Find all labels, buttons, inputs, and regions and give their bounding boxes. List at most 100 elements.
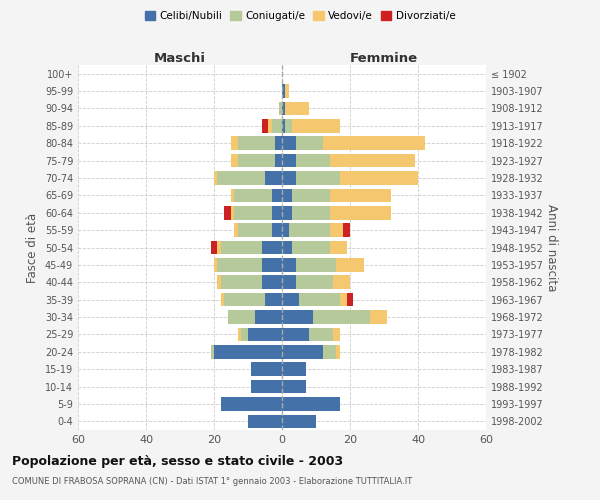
Bar [296,258,337,272]
Bar [211,240,217,254]
Bar [309,328,333,341]
Bar [282,119,286,132]
Bar [238,136,275,150]
Bar [255,310,282,324]
Bar [217,258,262,272]
Bar [248,328,282,341]
Bar [347,293,353,306]
Bar [262,276,282,289]
Bar [299,293,340,306]
Bar [278,102,282,115]
Bar [272,188,282,202]
Bar [282,206,292,220]
Bar [286,119,292,132]
Bar [296,276,333,289]
Bar [296,171,340,185]
Bar [221,293,224,306]
Bar [262,258,282,272]
Bar [224,206,231,220]
Bar [292,240,329,254]
Bar [337,258,364,272]
Bar [272,224,282,237]
Bar [235,206,272,220]
Bar [251,380,282,394]
Bar [329,206,391,220]
Bar [275,154,282,168]
Bar [282,258,296,272]
Legend: Celibi/Nubili, Coniugati/e, Vedovi/e, Divorziati/e: Celibi/Nubili, Coniugati/e, Vedovi/e, Di… [142,8,458,24]
Bar [231,154,238,168]
Bar [286,84,289,98]
Bar [313,310,370,324]
Bar [329,224,343,237]
Bar [272,206,282,220]
Bar [217,276,221,289]
Bar [224,293,265,306]
Bar [282,171,296,185]
Bar [282,102,286,115]
Bar [282,293,299,306]
Bar [296,136,323,150]
Bar [214,345,282,358]
Bar [231,188,235,202]
Bar [262,240,282,254]
Bar [231,206,235,220]
Bar [282,154,296,168]
Text: COMUNE DI FRABOSA SOPRANA (CN) - Dati ISTAT 1° gennaio 2003 - Elaborazione TUTTI: COMUNE DI FRABOSA SOPRANA (CN) - Dati IS… [12,478,412,486]
Bar [282,310,313,324]
Bar [296,154,329,168]
Bar [265,171,282,185]
Bar [282,328,309,341]
Bar [323,345,337,358]
Bar [282,397,340,410]
Bar [282,240,292,254]
Bar [262,119,268,132]
Bar [333,328,340,341]
Bar [292,188,329,202]
Bar [282,276,296,289]
Bar [343,224,350,237]
Bar [329,240,347,254]
Bar [227,310,255,324]
Bar [282,380,306,394]
Bar [214,171,217,185]
Bar [217,240,221,254]
Bar [238,328,241,341]
Bar [292,206,329,220]
Y-axis label: Fasce di età: Fasce di età [26,212,39,282]
Bar [268,119,272,132]
Bar [289,224,329,237]
Bar [231,136,238,150]
Bar [337,345,340,358]
Bar [286,102,309,115]
Bar [333,276,350,289]
Bar [221,240,262,254]
Bar [329,154,415,168]
Bar [214,258,217,272]
Bar [282,362,306,376]
Bar [282,136,296,150]
Bar [221,276,262,289]
Bar [282,414,316,428]
Bar [211,345,214,358]
Text: Maschi: Maschi [154,52,206,65]
Y-axis label: Anni di nascita: Anni di nascita [545,204,557,291]
Bar [282,345,323,358]
Bar [340,293,347,306]
Bar [235,188,272,202]
Bar [272,119,282,132]
Bar [292,119,340,132]
Bar [217,171,265,185]
Bar [221,397,282,410]
Bar [340,171,418,185]
Bar [238,154,275,168]
Bar [238,224,272,237]
Bar [241,328,248,341]
Bar [323,136,425,150]
Bar [370,310,388,324]
Bar [275,136,282,150]
Bar [265,293,282,306]
Text: Popolazione per età, sesso e stato civile - 2003: Popolazione per età, sesso e stato civil… [12,455,343,468]
Bar [251,362,282,376]
Bar [329,188,391,202]
